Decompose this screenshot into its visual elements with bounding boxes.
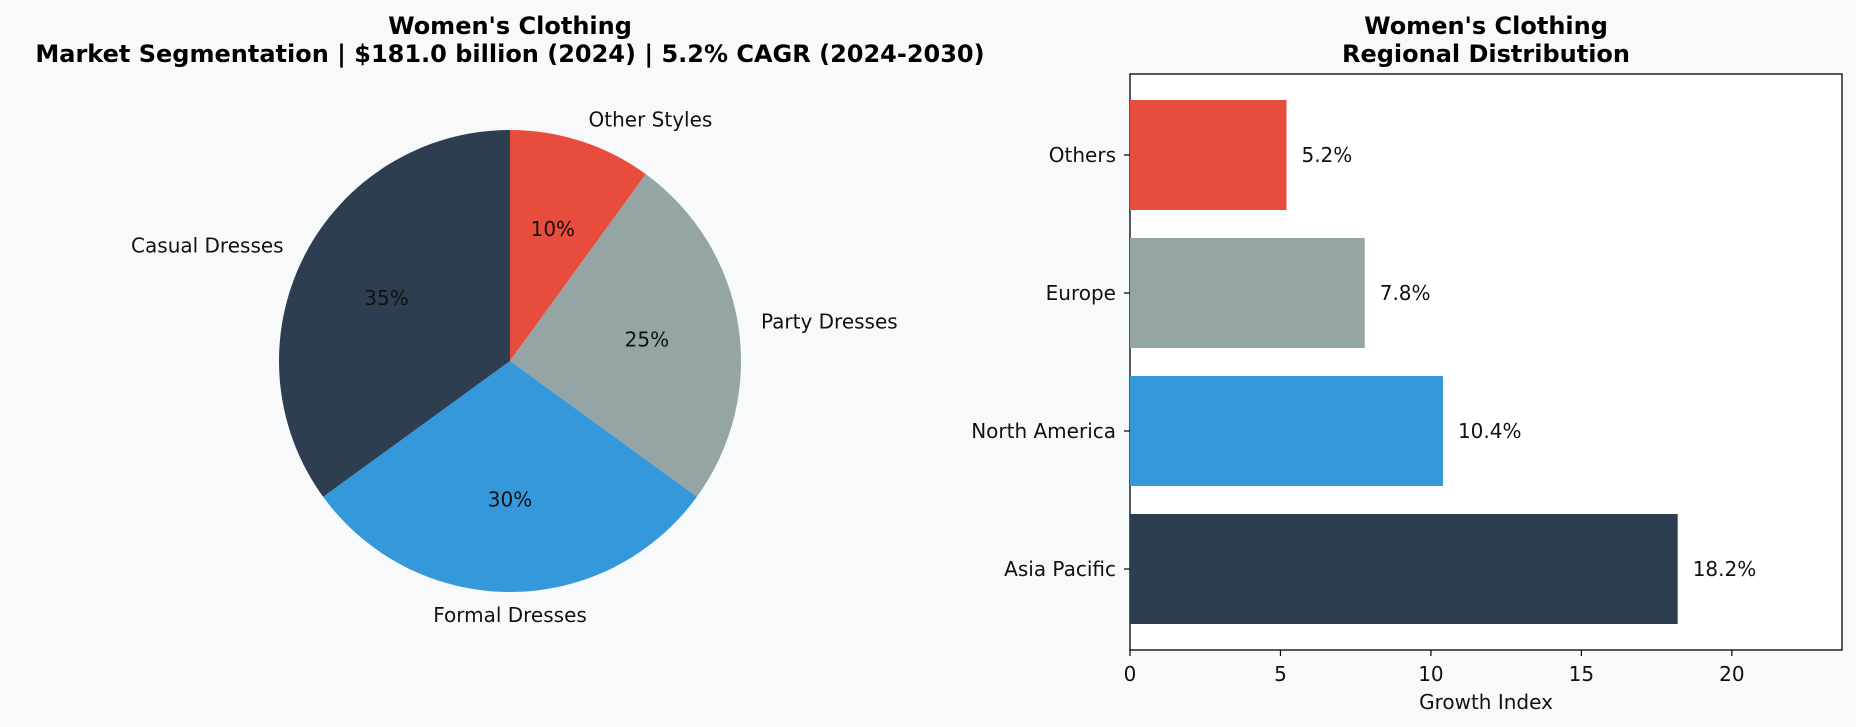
- x-tick-label: 15: [1569, 662, 1594, 686]
- bar-x-axis-label: Growth Index: [1419, 690, 1553, 714]
- pie-pct-label-casual-dresses: 35%: [364, 286, 408, 310]
- bar-europe: [1130, 238, 1365, 348]
- bar-chart-subtitle: Regional Distribution: [1342, 40, 1630, 68]
- pie-pct-label-party-dresses: 25%: [625, 327, 669, 351]
- bar-others: [1130, 100, 1287, 210]
- pie-category-label-casual-dresses: Casual Dresses: [131, 234, 284, 258]
- pie-chart-title: Women's Clothing: [388, 12, 632, 40]
- bar-value-label-asia-pacific: 18.2%: [1693, 557, 1757, 581]
- bar-value-label-europe: 7.8%: [1380, 281, 1431, 305]
- pie-pct-label-other-styles: 10%: [531, 217, 575, 241]
- bar-chart: Others 5.2% Europe 7.8% North America 10.4% As…: [971, 100, 1756, 686]
- x-tick-label: 0: [1124, 662, 1137, 686]
- y-tick-label-north-america: North America: [971, 419, 1116, 443]
- y-tick-label-asia-pacific: Asia Pacific: [1004, 557, 1116, 581]
- x-tick-label: 20: [1719, 662, 1744, 686]
- pie-category-label-other-styles: Other Styles: [589, 107, 713, 131]
- pie-slice-other-styles: [510, 130, 646, 361]
- bar-value-label-north-america: 10.4%: [1458, 419, 1522, 443]
- pie-chart-subtitle: Market Segmentation | $181.0 billion (20…: [35, 40, 984, 68]
- y-tick-label-europe: Europe: [1046, 281, 1116, 305]
- pie-slice-formal-dresses: [323, 361, 697, 592]
- x-tick-label: 5: [1274, 662, 1287, 686]
- pie-pct-label-formal-dresses: 30%: [488, 488, 532, 512]
- bar-asia-pacific: [1130, 514, 1678, 624]
- pie-slice-party-dresses: [510, 174, 741, 497]
- pie-category-label-formal-dresses: Formal Dresses: [433, 603, 587, 627]
- pie-category-label-party-dresses: Party Dresses: [761, 309, 898, 333]
- x-tick-label: 10: [1418, 662, 1443, 686]
- bar-value-label-others: 5.2%: [1301, 143, 1352, 167]
- y-tick-label-others: Others: [1049, 143, 1116, 167]
- bar-north-america: [1130, 376, 1443, 486]
- pie-slice-casual-dresses: [279, 130, 510, 497]
- bar-chart-title: Women's Clothing: [1364, 12, 1608, 40]
- pie-chart: 10% Other Styles 25% Party Dresses 30% Formal…: [131, 107, 898, 627]
